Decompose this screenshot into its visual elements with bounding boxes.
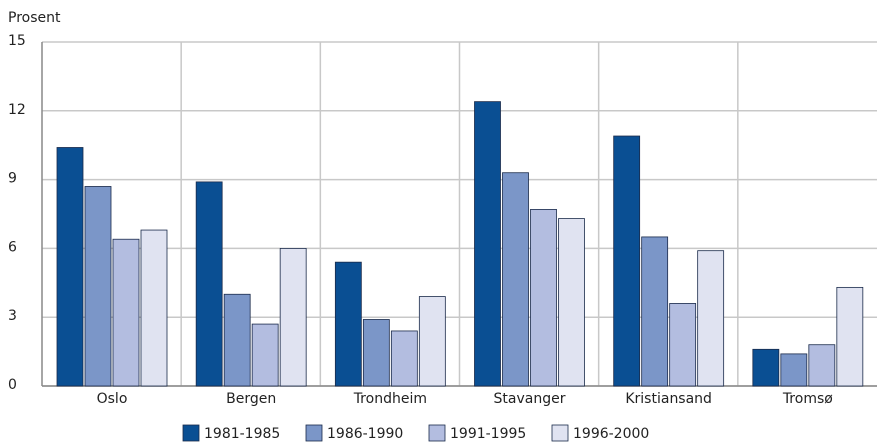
bar	[780, 353, 808, 387]
legend-swatch	[428, 424, 446, 442]
y-tick-label: 9	[8, 171, 17, 187]
y-tick-label: 12	[8, 102, 26, 118]
bar	[752, 348, 780, 387]
bar	[613, 135, 641, 387]
y-tick-label: 3	[8, 308, 17, 324]
x-tick-label: Trondheim	[353, 391, 427, 407]
bar	[558, 218, 585, 387]
x-tick-label: Stavanger	[494, 391, 566, 407]
y-tick-label: 0	[8, 377, 17, 393]
legend-label: 1981-1985	[204, 426, 280, 442]
bar	[251, 323, 279, 387]
bar	[112, 238, 140, 387]
x-tick-label: Tromsø	[782, 391, 833, 407]
x-tick-label: Bergen	[226, 391, 276, 407]
bar	[390, 330, 418, 387]
legend-label: 1991-1995	[450, 426, 526, 442]
bar	[223, 293, 251, 387]
legend-label: 1986-1990	[327, 426, 403, 442]
legend-label: 1996-2000	[573, 426, 649, 442]
bar	[84, 186, 112, 387]
bar	[836, 286, 864, 387]
bar	[334, 261, 362, 387]
bar	[808, 344, 836, 387]
bar	[418, 296, 446, 387]
bar	[697, 250, 725, 387]
bar	[362, 319, 390, 387]
y-tick-label: 6	[8, 239, 17, 255]
y-tick-label: 15	[8, 33, 26, 49]
legend-swatch	[182, 424, 200, 442]
bar	[195, 181, 223, 387]
bar	[669, 303, 697, 387]
legend-swatch	[551, 424, 569, 442]
bar	[140, 229, 168, 387]
x-tick-label: Oslo	[97, 391, 128, 407]
bar	[56, 147, 84, 387]
bar	[474, 101, 501, 387]
bar	[641, 236, 669, 387]
bar	[502, 172, 529, 387]
x-tick-label: Kristiansand	[625, 391, 712, 407]
y-axis-label: Prosent	[8, 10, 61, 26]
bar	[279, 247, 307, 387]
legend-swatch	[305, 424, 323, 442]
bar	[530, 209, 557, 387]
